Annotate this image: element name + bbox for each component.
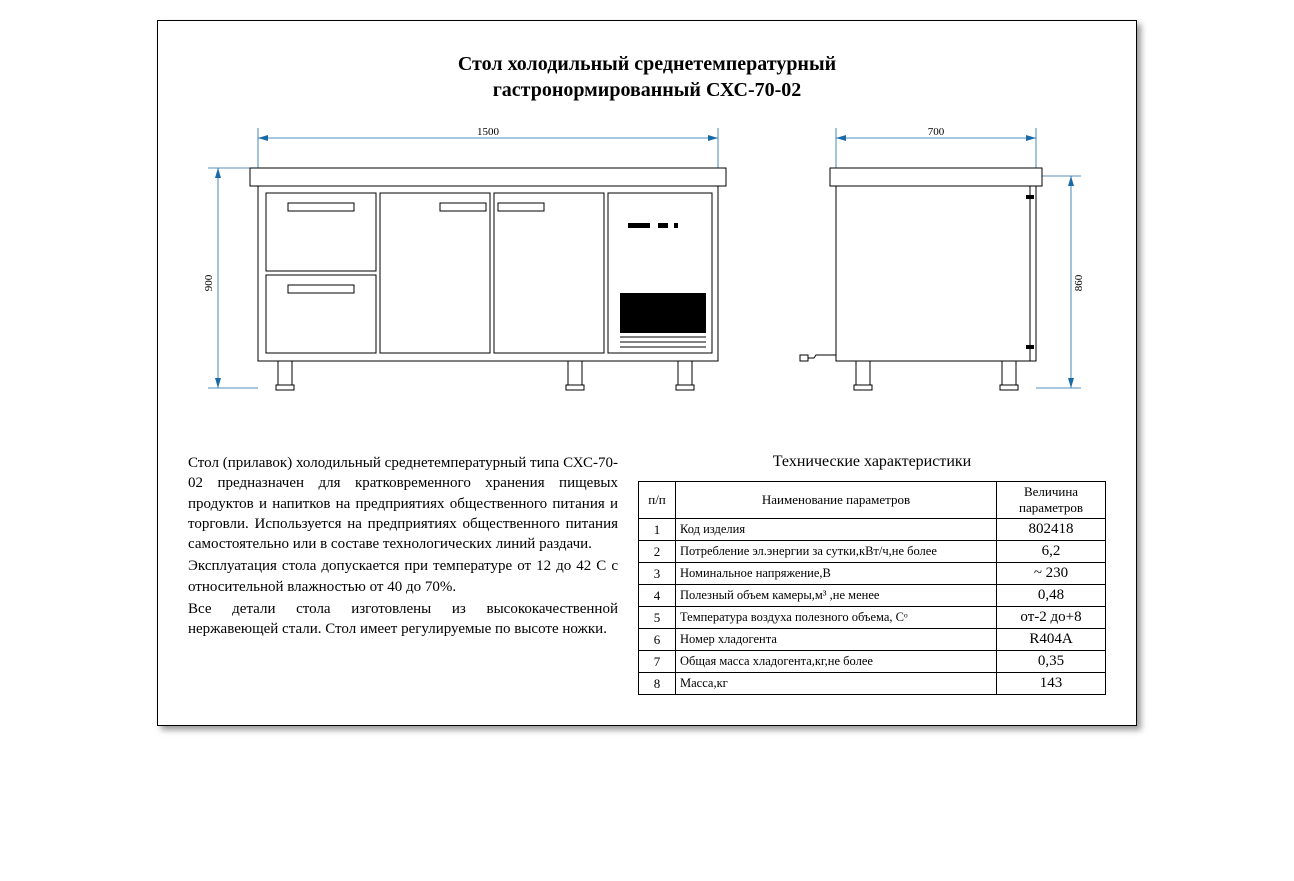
row-number: 5 bbox=[639, 607, 676, 629]
description-p2: Эксплуатация стола допускается при темпе… bbox=[188, 556, 618, 597]
side-view-svg: 700 860 bbox=[786, 123, 1106, 423]
title-line-1: Стол холодильный среднетемпературный bbox=[458, 53, 836, 75]
specs-table: п/п Наименование параметров Величина пар… bbox=[638, 481, 1106, 695]
row-name: Масса,кг bbox=[676, 673, 997, 695]
row-number: 2 bbox=[639, 541, 676, 563]
row-name: Номер хладогента bbox=[676, 629, 997, 651]
col-header-num: п/п bbox=[639, 482, 676, 519]
table-header-row: п/п Наименование параметров Величина пар… bbox=[639, 482, 1106, 519]
description-p3: Все детали стола изготовлены из высокока… bbox=[188, 599, 618, 640]
row-number: 3 bbox=[639, 563, 676, 585]
row-value: 802418 bbox=[997, 519, 1106, 541]
page-title: Стол холодильный среднетемпературный гас… bbox=[188, 51, 1106, 103]
dim-side-height: 860 bbox=[1073, 274, 1085, 291]
row-number: 1 bbox=[639, 519, 676, 541]
row-number: 4 bbox=[639, 585, 676, 607]
table-row: 2Потребление эл.энергии за сутки,кВт/ч,н… bbox=[639, 541, 1106, 563]
row-name: Номинальное напряжение,В bbox=[676, 563, 997, 585]
lower-row: Стол (прилавок) холодильный среднетемпер… bbox=[188, 453, 1106, 695]
side-view: 700 860 bbox=[786, 123, 1106, 423]
row-name: Общая масса хладогента,кг,не более bbox=[676, 651, 997, 673]
table-row: 5Температура воздуха полезного объема, С… bbox=[639, 607, 1106, 629]
dim-front-width: 1500 bbox=[477, 126, 500, 138]
row-number: 6 bbox=[639, 629, 676, 651]
dim-side-width: 700 bbox=[928, 126, 945, 138]
row-value: 0,35 bbox=[997, 651, 1106, 673]
table-row: 1Код изделия802418 bbox=[639, 519, 1106, 541]
row-value: 6,2 bbox=[997, 541, 1106, 563]
specs-title: Технические характеристики bbox=[638, 453, 1106, 471]
front-view: 1500 900 bbox=[188, 123, 748, 423]
row-name: Полезный объем камеры,м³ ,не менее bbox=[676, 585, 997, 607]
row-value: 0,48 bbox=[997, 585, 1106, 607]
row-number: 8 bbox=[639, 673, 676, 695]
dim-height: 900 bbox=[203, 274, 215, 291]
row-name: Потребление эл.энергии за сутки,кВт/ч,не… bbox=[676, 541, 997, 563]
table-row: 8Масса,кг143 bbox=[639, 673, 1106, 695]
description-p1: Стол (прилавок) холодильный среднетемпер… bbox=[188, 453, 618, 554]
front-view-svg: 1500 900 bbox=[188, 123, 748, 423]
row-value: R404A bbox=[997, 629, 1106, 651]
specs-block: Технические характеристики п/п Наименова… bbox=[638, 453, 1106, 695]
table-row: 3Номинальное напряжение,В~ 230 bbox=[639, 563, 1106, 585]
title-line-2: гастронормированный СХС-70-02 bbox=[493, 79, 802, 101]
row-value: 143 bbox=[997, 673, 1106, 695]
row-value: от-2 до+8 bbox=[997, 607, 1106, 629]
document-sheet: Стол холодильный среднетемпературный гас… bbox=[157, 20, 1137, 726]
table-row: 4Полезный объем камеры,м³ ,не менее0,48 bbox=[639, 585, 1106, 607]
drawings-row: 1500 900 bbox=[188, 123, 1106, 423]
col-header-value: Величина параметров bbox=[997, 482, 1106, 519]
row-name: Код изделия bbox=[676, 519, 997, 541]
row-name: Температура воздуха полезного объема, Сᵒ bbox=[676, 607, 997, 629]
description-block: Стол (прилавок) холодильный среднетемпер… bbox=[188, 453, 618, 641]
row-number: 7 bbox=[639, 651, 676, 673]
table-row: 6Номер хладогентаR404A bbox=[639, 629, 1106, 651]
row-value: ~ 230 bbox=[997, 563, 1106, 585]
table-row: 7Общая масса хладогента,кг,не более0,35 bbox=[639, 651, 1106, 673]
col-header-name: Наименование параметров bbox=[676, 482, 997, 519]
